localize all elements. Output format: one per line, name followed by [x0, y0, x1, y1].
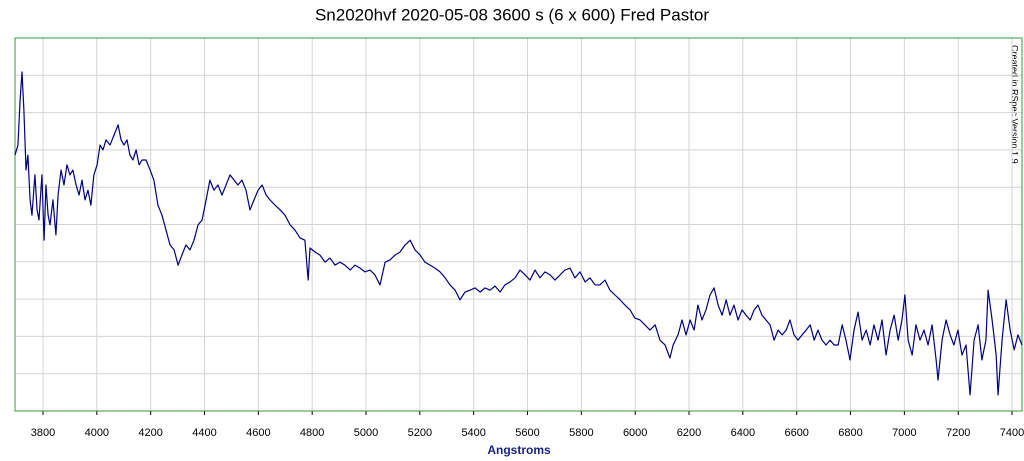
- x-tick-label: 4600: [246, 427, 270, 439]
- x-tick-label: 6000: [623, 427, 647, 439]
- chart-title: Sn2020hvf 2020-05-08 3600 s (6 x 600) Fr…: [315, 5, 709, 24]
- plot-frame: [14, 37, 1023, 412]
- x-tick-label: 5800: [569, 427, 593, 439]
- x-tick-label: 7200: [946, 427, 970, 439]
- x-tick-label: 3800: [31, 427, 55, 439]
- x-tick-label: 5600: [515, 427, 539, 439]
- spectrum-line: [14, 71, 1023, 396]
- x-tick-label: 5200: [408, 427, 432, 439]
- annotation: Created in RSpec Version 1.9: [1010, 45, 1020, 164]
- x-tick-label: 5000: [354, 427, 378, 439]
- x-tick-label: 4000: [85, 427, 109, 439]
- x-tick-label: 7400: [1000, 427, 1024, 439]
- x-tick-label: 6400: [731, 427, 755, 439]
- x-tick-label: 4200: [138, 427, 162, 439]
- x-tick-label: 6800: [838, 427, 862, 439]
- x-tick-label: 6600: [784, 427, 808, 439]
- x-axis-label: Angstroms: [487, 443, 551, 457]
- x-tick-label: 4800: [300, 427, 324, 439]
- x-tick-label: 4400: [192, 427, 216, 439]
- x-tick-label: 5400: [461, 427, 485, 439]
- x-tick-label: 6200: [677, 427, 701, 439]
- x-tick-label: 7000: [892, 427, 916, 439]
